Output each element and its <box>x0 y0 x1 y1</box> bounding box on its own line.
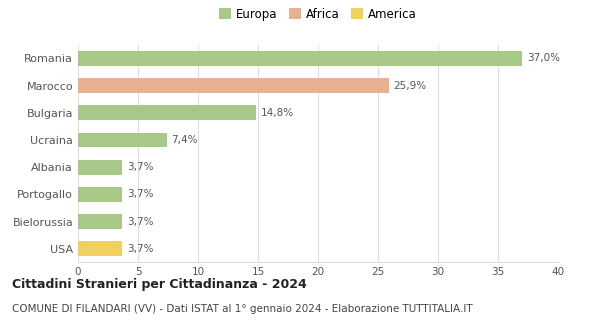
Bar <box>78 78 389 93</box>
Text: Cittadini Stranieri per Cittadinanza - 2024: Cittadini Stranieri per Cittadinanza - 2… <box>12 278 307 292</box>
Text: 25,9%: 25,9% <box>394 81 427 91</box>
Bar <box>78 160 122 175</box>
Text: 37,0%: 37,0% <box>527 53 560 63</box>
Text: 3,7%: 3,7% <box>127 244 154 254</box>
Text: 3,7%: 3,7% <box>127 162 154 172</box>
Bar <box>78 105 256 120</box>
Text: 3,7%: 3,7% <box>127 189 154 199</box>
Bar <box>78 214 122 229</box>
Text: 3,7%: 3,7% <box>127 217 154 227</box>
Bar <box>78 187 122 202</box>
Text: COMUNE DI FILANDARI (VV) - Dati ISTAT al 1° gennaio 2024 - Elaborazione TUTTITAL: COMUNE DI FILANDARI (VV) - Dati ISTAT al… <box>12 304 473 314</box>
Bar <box>78 132 167 148</box>
Bar <box>78 51 522 66</box>
Text: 7,4%: 7,4% <box>172 135 198 145</box>
Bar <box>78 241 122 256</box>
Legend: Europa, Africa, America: Europa, Africa, America <box>215 3 421 25</box>
Text: 14,8%: 14,8% <box>260 108 293 118</box>
